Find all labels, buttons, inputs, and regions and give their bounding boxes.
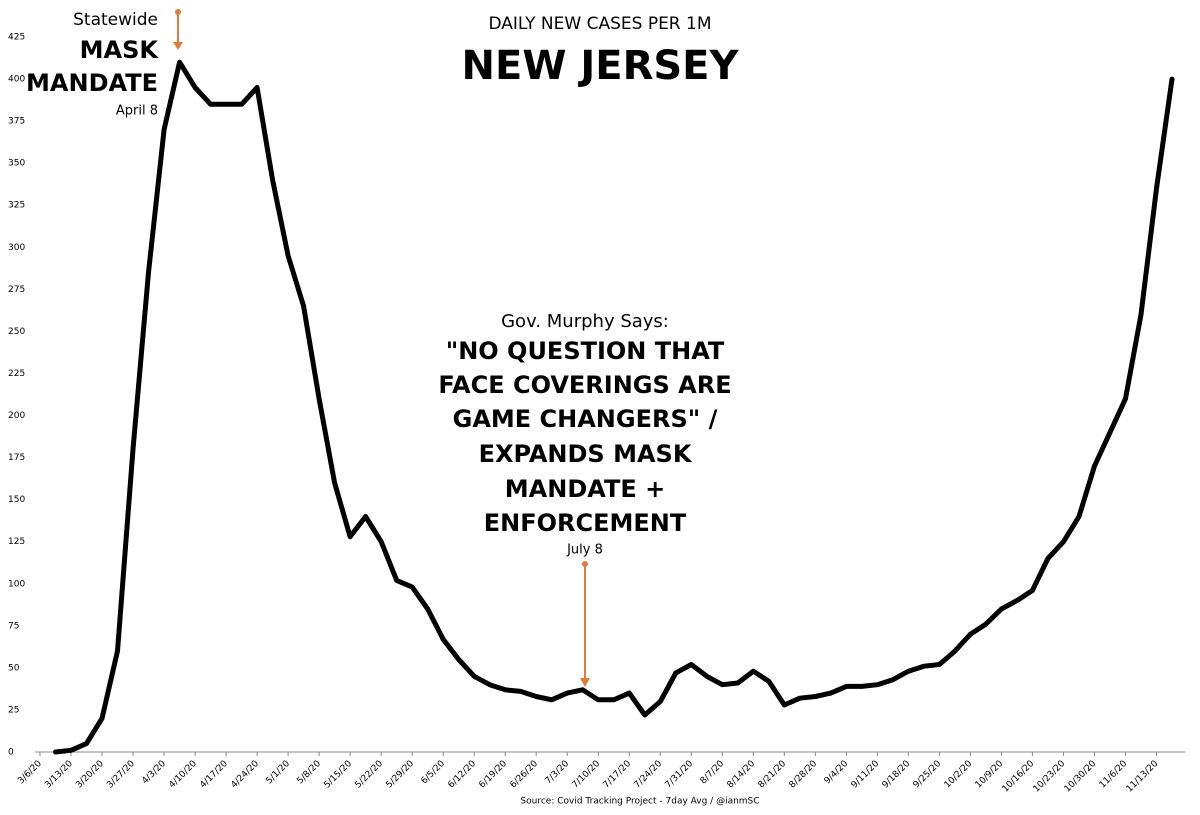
y-tick-label: 100	[8, 579, 25, 589]
x-tick-label: 7/17/20	[602, 759, 634, 791]
y-tick-label: 175	[8, 453, 25, 463]
x-tick-label: 4/10/20	[167, 759, 199, 791]
x-tick-label: 4/17/20	[198, 759, 230, 791]
x-tick-label: 3/20/20	[74, 759, 106, 791]
x-tick-label: 9/4/20	[823, 759, 851, 787]
x-tick-label: 10/23/20	[1032, 759, 1068, 795]
x-tick-label: 6/26/20	[508, 759, 540, 791]
x-tick-label: 11/13/20	[1125, 759, 1161, 795]
annotation: EXPANDS MASK	[479, 440, 693, 468]
x-tick-label: 8/14/20	[726, 759, 758, 791]
annotation: July 8	[566, 543, 603, 558]
annotation: GAME CHANGERS" /	[453, 405, 718, 433]
chart-subtitle: NEW JERSEY	[462, 43, 740, 89]
annotation: MANDATE +	[505, 475, 665, 503]
y-tick-label: 300	[8, 243, 25, 253]
x-tick-label: 7/31/20	[664, 759, 696, 791]
source: Source: Covid Tracking Project - 7day Av…	[520, 797, 759, 807]
annotation: MANDATE	[26, 69, 158, 97]
annotation: MASK	[80, 36, 160, 64]
annotation: Gov. Murphy Says:	[501, 311, 669, 332]
x-tick-label: 7/3/20	[544, 759, 572, 787]
x-tick-label: 10/16/20	[1001, 759, 1037, 795]
x-tick-label: 8/7/20	[699, 759, 727, 787]
y-tick-label: 425	[8, 33, 25, 43]
y-tick-label: 250	[8, 327, 25, 337]
x-tick-label: 10/2/20	[943, 759, 975, 791]
y-tick-label: 200	[8, 411, 25, 421]
y-tick-label: 50	[8, 663, 20, 673]
y-tick-label: 325	[8, 201, 25, 211]
y-tick-label: 25	[8, 705, 19, 715]
annotation: Statewide	[73, 10, 158, 30]
annotation: ENFORCEMENT	[484, 509, 687, 537]
x-tick-label: 9/18/20	[881, 759, 913, 791]
data-line	[53, 59, 1175, 755]
y-tick-label: 400	[8, 75, 25, 85]
x-tick-label: 9/25/20	[912, 759, 944, 791]
x-tick-label: 3/6/20	[16, 759, 44, 787]
y-tick-label: 125	[8, 537, 25, 547]
y-tick-label: 350	[8, 159, 25, 169]
y-tick-label: 75	[8, 621, 19, 631]
y-tick-label: 275	[8, 285, 25, 295]
y-tick-label: 0	[8, 748, 14, 758]
x-tick-label: 9/11/20	[850, 759, 882, 791]
x-tick-label: 7/10/20	[571, 759, 603, 791]
y-tick-label: 150	[8, 495, 25, 505]
x-tick-label: 5/15/20	[322, 759, 354, 791]
x-tick-label: 5/8/20	[295, 759, 323, 787]
x-tick-label: 8/21/20	[757, 759, 789, 791]
x-tick-label: 10/9/20	[974, 759, 1006, 791]
x-tick-label: 4/24/20	[229, 759, 261, 791]
arrow-head	[173, 42, 183, 50]
y-tick-label: 375	[8, 117, 25, 127]
annotation: FACE COVERINGS ARE	[438, 371, 731, 399]
x-tick-label: 5/22/20	[353, 759, 385, 791]
y-tick-label: 225	[8, 369, 25, 379]
x-tick-label: 11/6/20	[1098, 759, 1130, 791]
x-tick-label: 6/12/20	[446, 759, 478, 791]
x-tick-label: 5/29/20	[384, 759, 416, 791]
x-tick-label: 3/13/20	[43, 759, 75, 791]
x-tick-label: 6/19/20	[477, 759, 509, 791]
chart-title: DAILY NEW CASES PER 1M	[488, 14, 711, 34]
annotation: April 8	[116, 104, 158, 119]
arrow-head	[175, 9, 181, 15]
x-tick-label: 10/30/20	[1063, 759, 1099, 795]
x-tick-label: 4/3/20	[140, 759, 168, 787]
arrow-head	[580, 678, 590, 687]
x-tick-label: 7/24/20	[633, 759, 665, 791]
x-tick-label: 5/1/20	[264, 759, 292, 787]
x-tick-label: 3/27/20	[105, 759, 137, 791]
x-tick-label: 6/5/20	[420, 759, 448, 787]
annotation: "NO QUESTION THAT	[446, 337, 725, 365]
x-tick-label: 8/28/20	[788, 759, 820, 791]
arrow-head	[582, 561, 588, 567]
